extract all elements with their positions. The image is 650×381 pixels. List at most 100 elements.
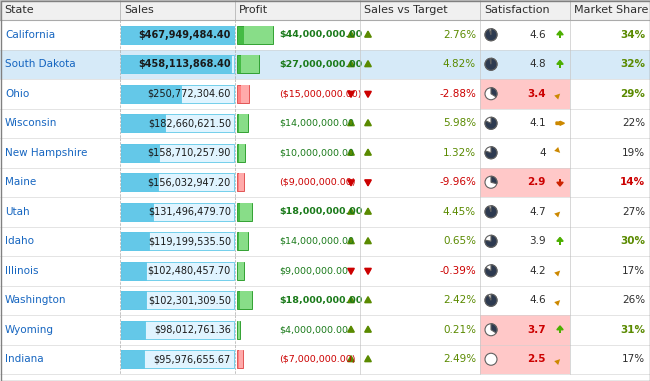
Bar [127, 262, 130, 280]
Polygon shape [348, 355, 354, 362]
Bar [121, 232, 234, 250]
Text: ($9,000,000.00): ($9,000,000.00) [279, 178, 356, 187]
Bar [177, 26, 192, 43]
Bar [121, 173, 234, 191]
Bar [121, 291, 234, 309]
Text: 19%: 19% [622, 148, 645, 158]
Polygon shape [348, 326, 354, 332]
Bar [559, 330, 561, 333]
Text: New Hampshire: New Hampshire [5, 148, 87, 158]
Text: 2.49%: 2.49% [443, 354, 476, 364]
Bar [220, 26, 234, 43]
Bar [121, 114, 165, 132]
Circle shape [485, 58, 497, 70]
Bar [162, 55, 176, 73]
Text: 2.9: 2.9 [528, 177, 546, 187]
Bar [237, 144, 245, 162]
Bar [127, 351, 129, 368]
Polygon shape [365, 355, 371, 362]
Bar [203, 55, 217, 73]
Circle shape [485, 324, 497, 336]
Text: Illinois: Illinois [5, 266, 38, 276]
Text: 30%: 30% [620, 236, 645, 246]
Bar [125, 232, 128, 250]
Text: $102,301,309.50: $102,301,309.50 [148, 295, 231, 305]
Text: $156,032,947.20: $156,032,947.20 [148, 177, 231, 187]
Text: 0.21%: 0.21% [443, 325, 476, 335]
Text: 26%: 26% [622, 295, 645, 305]
Circle shape [485, 147, 497, 159]
Polygon shape [348, 208, 354, 214]
Text: $250,772,304.60: $250,772,304.60 [148, 89, 231, 99]
Bar [206, 26, 220, 43]
Bar [480, 226, 570, 256]
Bar [138, 232, 142, 250]
Bar [130, 321, 133, 339]
Bar [237, 114, 248, 132]
Text: Idaho: Idaho [5, 236, 34, 246]
Bar [136, 203, 141, 221]
Bar [174, 85, 181, 102]
Text: $119,199,535.50: $119,199,535.50 [148, 236, 231, 246]
Bar [121, 321, 234, 339]
Bar [239, 262, 244, 280]
Bar [129, 85, 136, 102]
Text: -9.96%: -9.96% [439, 177, 476, 187]
Bar [124, 351, 127, 368]
Bar [121, 85, 129, 102]
Bar [121, 26, 135, 43]
Bar [237, 262, 244, 280]
Bar [148, 55, 162, 73]
Text: 4: 4 [540, 148, 546, 158]
Text: $14,000,000.00: $14,000,000.00 [279, 237, 354, 246]
Text: 22%: 22% [622, 118, 645, 128]
Circle shape [485, 353, 497, 365]
Bar [559, 35, 561, 38]
Bar [142, 321, 145, 339]
Bar [135, 144, 140, 162]
Text: Satisfaction: Satisfaction [484, 5, 550, 15]
Bar [121, 232, 150, 250]
Bar [237, 291, 252, 309]
Bar [127, 291, 130, 309]
Bar [190, 55, 203, 73]
Bar [149, 203, 153, 221]
Bar [126, 144, 131, 162]
Bar [0, 20, 650, 50]
Text: Washington: Washington [5, 295, 66, 305]
Text: Maine: Maine [5, 177, 36, 187]
Wedge shape [485, 58, 497, 70]
Bar [125, 203, 129, 221]
Bar [0, 109, 650, 138]
Text: $10,000,000.00: $10,000,000.00 [279, 148, 354, 157]
Bar [130, 262, 133, 280]
Bar [237, 173, 244, 191]
Bar [121, 85, 234, 102]
Bar [480, 20, 570, 50]
Bar [121, 85, 181, 102]
Text: Indiana: Indiana [5, 354, 44, 364]
Text: 3.9: 3.9 [529, 236, 546, 246]
Wedge shape [485, 235, 497, 247]
Text: $131,496,479.70: $131,496,479.70 [148, 207, 231, 217]
Bar [133, 321, 136, 339]
Bar [138, 351, 141, 368]
Bar [237, 351, 242, 368]
Bar [121, 26, 234, 43]
Bar [141, 351, 144, 368]
Text: 3.7: 3.7 [527, 325, 546, 335]
Text: 0.65%: 0.65% [443, 236, 476, 246]
Polygon shape [365, 326, 371, 332]
Bar [130, 173, 135, 191]
Text: $44,000,000.00: $44,000,000.00 [279, 30, 362, 39]
Bar [237, 85, 249, 102]
Bar [0, 285, 650, 315]
Bar [132, 114, 138, 132]
Wedge shape [485, 265, 497, 277]
Bar [135, 55, 148, 73]
Text: 27%: 27% [622, 207, 645, 217]
Bar [121, 351, 124, 368]
Text: -2.88%: -2.88% [439, 89, 476, 99]
Polygon shape [348, 91, 354, 98]
Bar [155, 144, 159, 162]
